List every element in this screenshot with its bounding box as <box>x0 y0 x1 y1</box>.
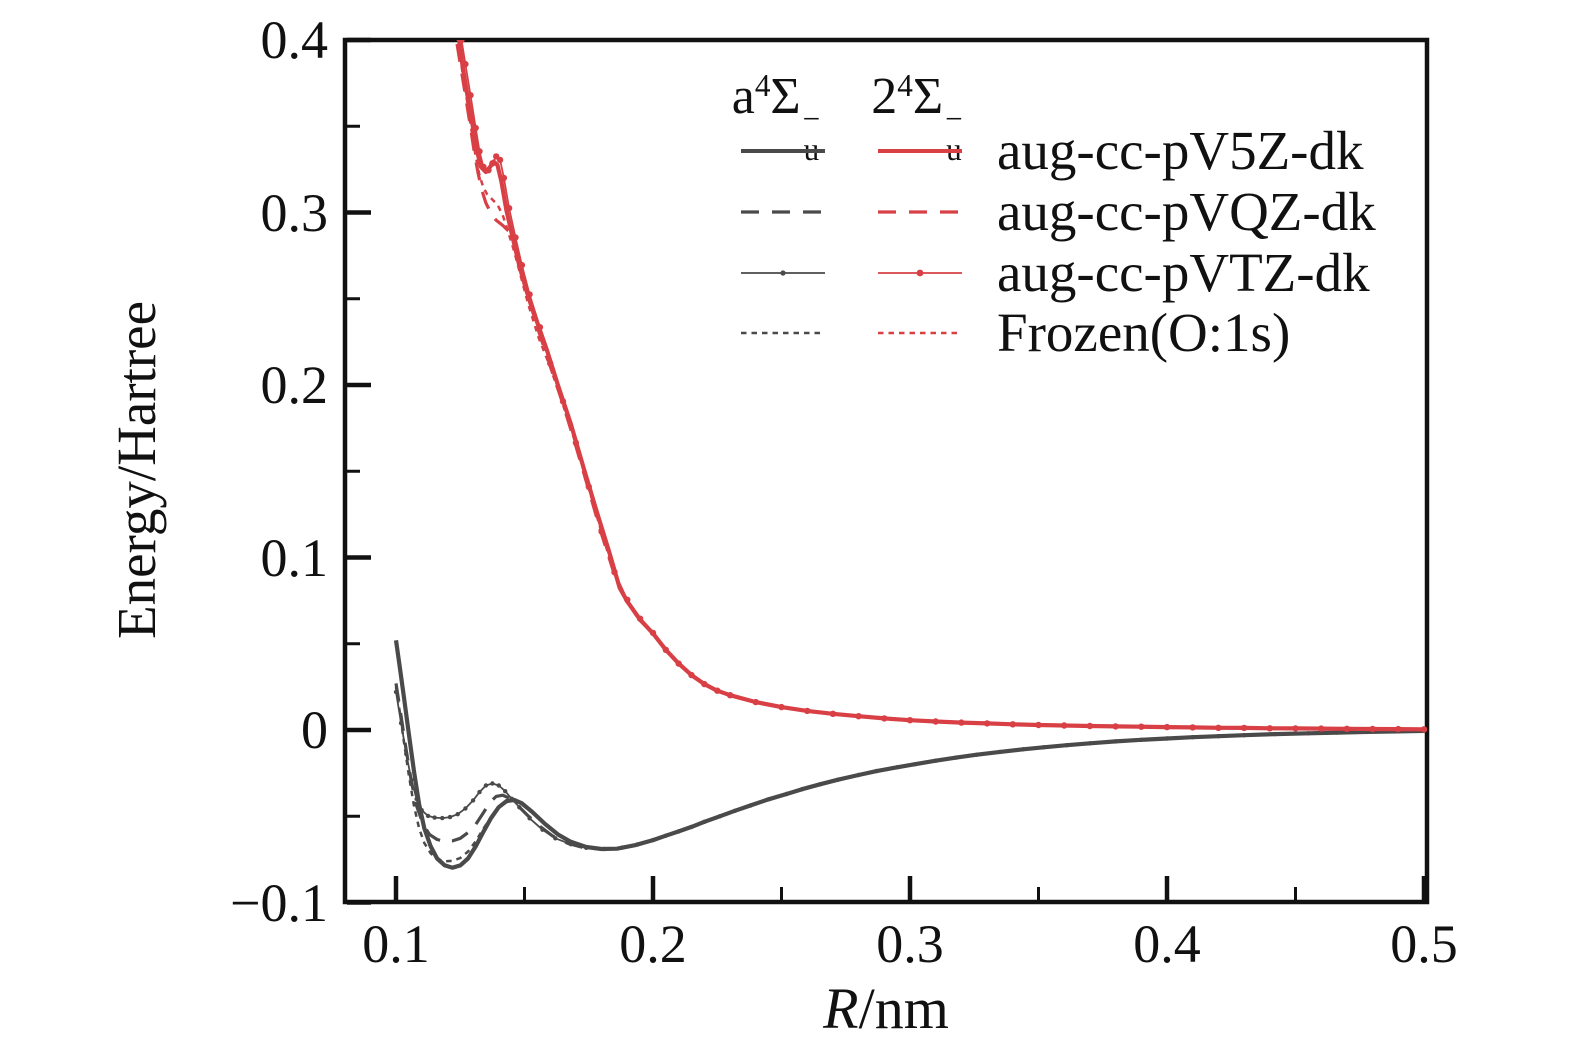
x-tick-label-0.2: 0.2 <box>619 914 687 974</box>
y-tick-label-0.2: 0.2 <box>260 355 329 415</box>
y-tick-label-0.4: 0.4 <box>260 10 329 70</box>
markers-b-pVTZ <box>458 40 1427 733</box>
y-tick-label-0.1: 0.1 <box>260 527 329 588</box>
curve-b-frozen <box>456 40 1425 731</box>
x-tick-label-0.4: 0.4 <box>1133 914 1201 974</box>
curve-b-pVTZ <box>460 40 1425 731</box>
x-tick-label-0.3: 0.3 <box>876 914 944 974</box>
x-axis-variable: R <box>823 976 859 1041</box>
y-tick-label-−0.1: −0.1 <box>230 872 328 933</box>
curve-b-pV5Z <box>456 40 1425 732</box>
axis-ticks <box>347 37 1427 905</box>
x-tick-label-0.5: 0.5 <box>1390 914 1458 974</box>
curve-b-pVQZ <box>454 40 1425 731</box>
y-tick-label-0: 0 <box>301 700 328 760</box>
x-axis-unit: /nm <box>858 976 949 1041</box>
y-axis-title: Energy/Hartree <box>106 301 167 639</box>
y-tick-label-0.3: 0.3 <box>260 182 329 243</box>
x-axis-title: R/nm <box>726 978 1046 1040</box>
curves <box>393 40 1427 870</box>
curve-a-frozen <box>394 686 1425 863</box>
plot-frame <box>342 37 1430 905</box>
x-tick-label-0.1: 0.1 <box>362 914 430 974</box>
